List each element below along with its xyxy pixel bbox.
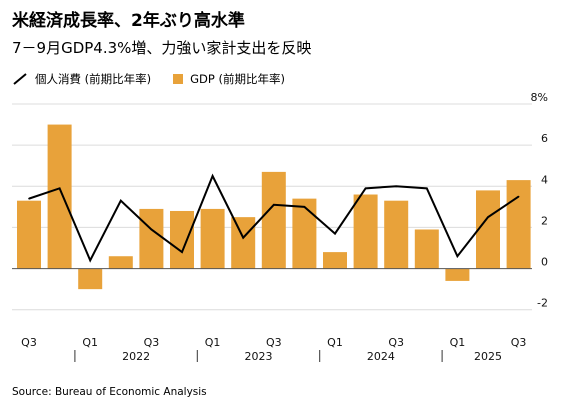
x-tick-label: Q1 — [450, 336, 466, 349]
y-tick-label: -2 — [537, 297, 548, 310]
legend-line-swatch — [13, 73, 27, 85]
x-tick-label: Q1 — [327, 336, 343, 349]
page-title: 米経済成長率、2年ぶり高水準 — [12, 11, 245, 31]
consumption-point — [517, 195, 520, 198]
legend-item-gdp: GDP (前期比年率) — [173, 71, 285, 87]
consumption-point — [211, 175, 214, 177]
gdp-bar — [78, 268, 103, 290]
consumption-point — [150, 228, 153, 231]
gdp-bar — [200, 208, 225, 269]
year-label: 2024 — [367, 350, 395, 363]
gdp-bar — [17, 200, 41, 269]
gdp-bar — [231, 217, 256, 269]
consumption-point — [364, 187, 367, 190]
x-tick-label: Q3 — [388, 336, 404, 349]
gdp-bar — [47, 124, 72, 269]
gdp-bar — [139, 208, 164, 269]
consumption-point — [120, 199, 122, 202]
consumption-point — [58, 187, 61, 190]
y-tick-label: 0 — [541, 256, 548, 269]
gdp-bar — [353, 194, 378, 269]
x-tick-label: Q3 — [266, 336, 282, 349]
consumption-point — [28, 197, 30, 200]
chart-legend: 個人消費 (前期比年率) GDP (前期比年率) — [12, 71, 307, 87]
gdp-bar — [108, 256, 133, 269]
source-note: Source: Bureau of Economic Analysis — [12, 386, 207, 398]
page-subtitle: 7－9月GDP4.3%増、力強い家計支出を反映 — [12, 39, 312, 57]
gdp-bar — [384, 200, 409, 269]
consumption-point — [181, 251, 183, 253]
consumption-point — [426, 187, 428, 190]
gdp-bar — [506, 180, 531, 269]
consumption-point — [242, 236, 244, 239]
x-tick-label: Q1 — [205, 336, 221, 349]
gdp-bar — [292, 198, 317, 269]
legend-bar-swatch — [173, 74, 184, 84]
gdp-bar — [170, 210, 194, 269]
legend-bar-label: GDP (前期比年率) — [190, 72, 285, 86]
y-tick-label: 2 — [541, 214, 548, 227]
gdp-bar — [476, 190, 500, 269]
x-tick-label: Q3 — [511, 336, 527, 349]
year-label: 2023 — [245, 350, 273, 363]
gdp-bar — [261, 171, 286, 269]
gdp-bar — [445, 268, 470, 281]
gdp-bar — [414, 229, 439, 269]
consumption-point — [487, 216, 489, 218]
x-tick-label: Q3 — [144, 336, 160, 349]
legend-item-consumption: 個人消費 (前期比年率) — [12, 71, 151, 87]
x-tick-label: Q3 — [21, 336, 37, 349]
y-tick-label: 8% — [531, 91, 548, 104]
consumption-point — [273, 204, 275, 206]
consumption-point — [456, 255, 459, 258]
consumption-point — [303, 206, 306, 208]
gdp-bar — [323, 252, 347, 269]
x-tick-label: Q1 — [82, 336, 98, 349]
year-label: 2025 — [474, 350, 502, 363]
y-tick-label: 4 — [541, 173, 548, 186]
legend-line-label: 個人消費 (前期比年率) — [35, 72, 152, 86]
consumption-point — [89, 259, 91, 262]
year-label: 2022 — [122, 350, 150, 363]
y-tick-label: 6 — [541, 132, 548, 145]
consumption-point — [395, 185, 398, 188]
consumption-point — [334, 232, 336, 235]
